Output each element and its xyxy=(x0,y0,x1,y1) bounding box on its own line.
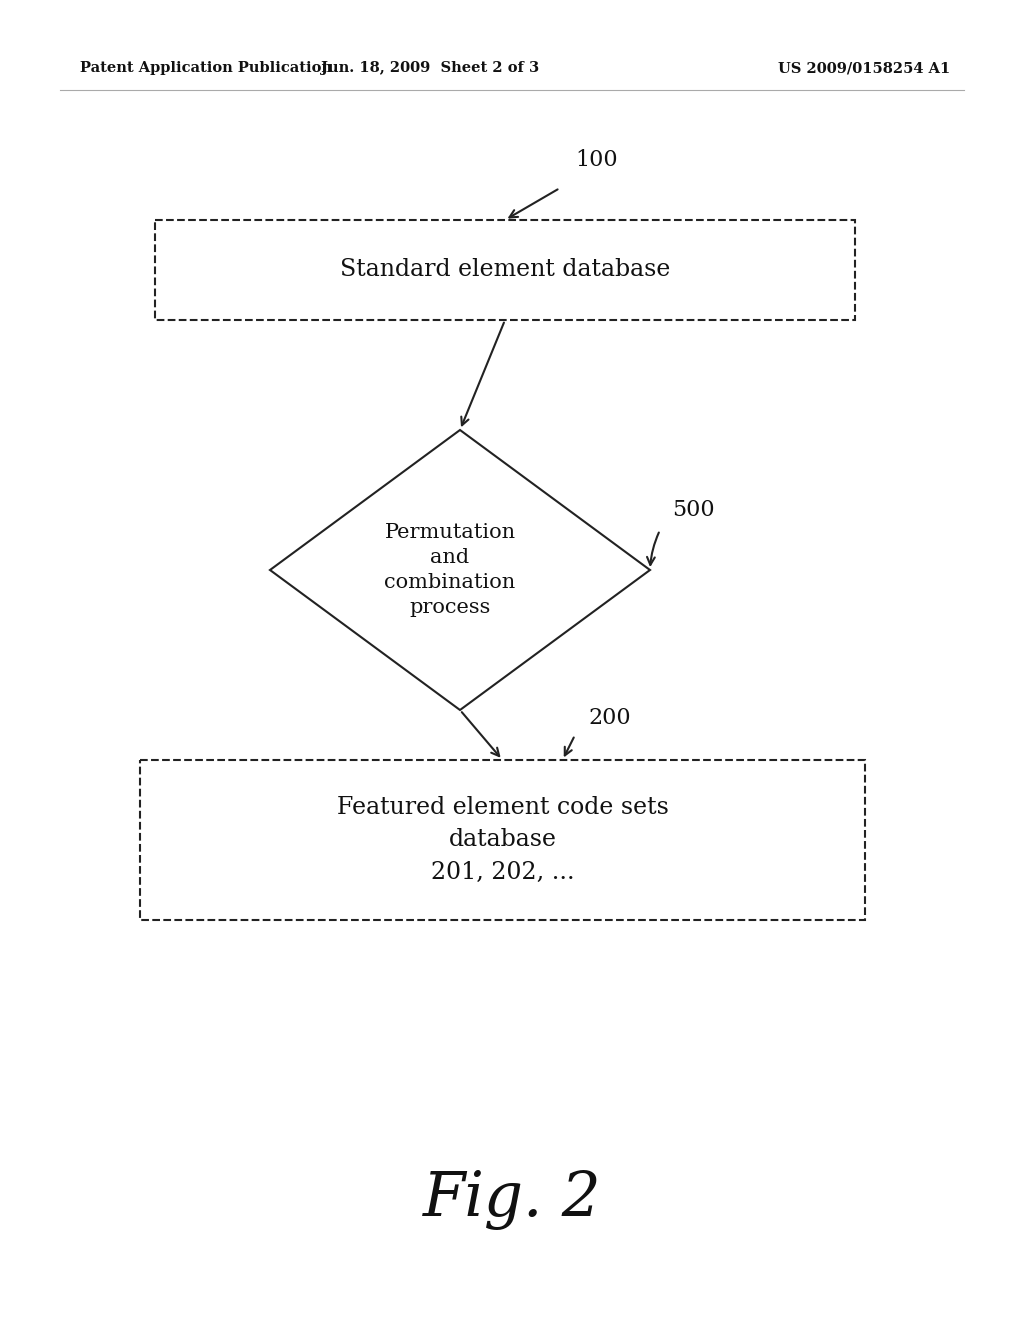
Text: Patent Application Publication: Patent Application Publication xyxy=(80,61,332,75)
Text: 200: 200 xyxy=(588,708,631,729)
Text: 500: 500 xyxy=(672,499,715,521)
Text: Permutation
and
combination
process: Permutation and combination process xyxy=(384,523,516,616)
Text: Jun. 18, 2009  Sheet 2 of 3: Jun. 18, 2009 Sheet 2 of 3 xyxy=(321,61,539,75)
Text: Featured element code sets
database
201, 202, ...: Featured element code sets database 201,… xyxy=(337,796,669,883)
Text: Standard element database: Standard element database xyxy=(340,259,670,281)
Bar xyxy=(155,220,855,319)
Text: 100: 100 xyxy=(575,149,617,172)
Text: US 2009/0158254 A1: US 2009/0158254 A1 xyxy=(778,61,950,75)
Bar xyxy=(140,760,865,920)
Polygon shape xyxy=(270,430,650,710)
Text: Fig. 2: Fig. 2 xyxy=(423,1170,601,1230)
